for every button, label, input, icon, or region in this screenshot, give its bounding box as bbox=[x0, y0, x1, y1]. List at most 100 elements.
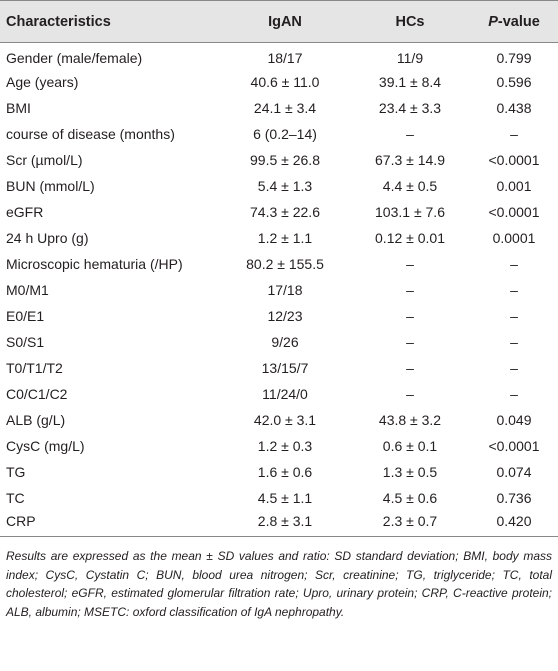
table-row: Age (years) 40.6 ± 11.0 39.1 ± 8.4 0.596 bbox=[0, 69, 558, 95]
table-cell: – bbox=[406, 125, 414, 142]
table-cell: – bbox=[406, 359, 414, 376]
header-text: IgAN bbox=[268, 13, 302, 30]
table-cell: 2.3 ± 0.7 bbox=[382, 512, 438, 529]
table-row: BUN (mmol/L) 5.4 ± 1.3 4.4 ± 0.5 0.001 bbox=[0, 173, 558, 199]
table-cell: – bbox=[406, 307, 414, 324]
table-cell: – bbox=[510, 307, 518, 324]
table-cell: 0.420 bbox=[496, 512, 532, 529]
table-cell: 24.1 ± 3.4 bbox=[253, 99, 317, 116]
header-cell: Characteristics bbox=[0, 1, 220, 43]
table-cell: Microscopic hematuria (/HP) bbox=[6, 255, 183, 272]
table-body: Gender (male/female) 18/17 11/9 0.799 Age (y… bbox=[0, 43, 558, 537]
table-cell: <0.0001 bbox=[488, 203, 540, 220]
table-cell: Age (years) bbox=[6, 73, 79, 90]
table-cell: M0/M1 bbox=[6, 281, 49, 298]
table-cell: 0.049 bbox=[496, 411, 532, 428]
table-cell: 6 (0.2–14) bbox=[253, 125, 317, 142]
header-cell: HCs bbox=[350, 1, 470, 43]
table-cell: 4.5 ± 1.1 bbox=[257, 489, 313, 506]
table-row: eGFR 74.3 ± 22.6 103.1 ± 7.6 <0.0001 bbox=[0, 199, 558, 225]
table-cell: 0.001 bbox=[496, 177, 532, 194]
table-row: Microscopic hematuria (/HP) 80.2 ± 155.5 –… bbox=[0, 251, 558, 277]
table-cell: 0.0001 bbox=[492, 229, 536, 246]
header-row: Characteristics IgAN HCs P-value bbox=[0, 0, 558, 43]
table-cell: – bbox=[510, 359, 518, 376]
table-cell: 0.736 bbox=[496, 489, 532, 506]
table-cell: 9/26 bbox=[271, 333, 299, 350]
table-cell: 0.596 bbox=[496, 73, 532, 90]
header-text: P-value bbox=[488, 13, 540, 30]
table-cell: C0/C1/C2 bbox=[6, 385, 68, 402]
table-row: Scr (µmol/L) 99.5 ± 26.8 67.3 ± 14.9 <0.000… bbox=[0, 147, 558, 173]
table-cell: 39.1 ± 8.4 bbox=[378, 73, 442, 90]
table-row: M0/M1 17/18 – – bbox=[0, 277, 558, 303]
table-cell: 18/17 bbox=[267, 50, 303, 67]
table-cell: 11/24/0 bbox=[262, 385, 308, 402]
table-row: Gender (male/female) 18/17 11/9 0.799 bbox=[0, 43, 558, 69]
header-cell: P-value bbox=[470, 1, 558, 43]
table-cell: 0.12 ± 0.01 bbox=[375, 229, 445, 246]
table-row: TG 1.6 ± 0.6 1.3 ± 0.5 0.074 bbox=[0, 459, 558, 485]
table-cell: TC bbox=[6, 489, 25, 506]
table-cell: CRP bbox=[6, 512, 36, 529]
table-cell: – bbox=[406, 281, 414, 298]
table-cell: – bbox=[510, 333, 518, 350]
table-cell: – bbox=[510, 255, 518, 272]
table-cell: ALB (g/L) bbox=[6, 411, 66, 428]
table-cell: 0.074 bbox=[496, 463, 532, 480]
table-cell: 23.4 ± 3.3 bbox=[378, 99, 442, 116]
table-row: BMI 24.1 ± 3.4 23.4 ± 3.3 0.438 bbox=[0, 95, 558, 121]
table-row: C0/C1/C2 11/24/0 – – bbox=[0, 381, 558, 407]
table-cell: 4.5 ± 0.6 bbox=[382, 489, 438, 506]
header-text: Characteristics bbox=[6, 13, 111, 30]
table-row: E0/E1 12/23 – – bbox=[0, 303, 558, 329]
table-cell: 5.4 ± 1.3 bbox=[257, 177, 313, 194]
table-cell: 0.6 ± 0.1 bbox=[382, 437, 438, 454]
table-cell: – bbox=[510, 125, 518, 142]
table-cell: Scr (µmol/L) bbox=[6, 151, 83, 168]
table-row: CysC (mg/L) 1.2 ± 0.3 0.6 ± 0.1 <0.0001 bbox=[0, 433, 558, 459]
table-cell: TG bbox=[6, 463, 26, 480]
table-cell: BUN (mmol/L) bbox=[6, 177, 95, 194]
table-cell: 99.5 ± 26.8 bbox=[250, 151, 320, 168]
table-cell: E0/E1 bbox=[6, 307, 45, 324]
table-cell: 43.8 ± 3.2 bbox=[378, 411, 442, 428]
table-cell: – bbox=[406, 333, 414, 350]
table-cell: 42.0 ± 3.1 bbox=[253, 411, 317, 428]
table-cell: – bbox=[510, 281, 518, 298]
table-cell: 103.1 ± 7.6 bbox=[375, 203, 445, 220]
table-cell: 12/23 bbox=[267, 307, 303, 324]
table-cell: 1.2 ± 0.3 bbox=[257, 437, 313, 454]
table-cell: 1.6 ± 0.6 bbox=[257, 463, 313, 480]
table-row: 24 h Upro (g) 1.2 ± 1.1 0.12 ± 0.01 0.0001 bbox=[0, 225, 558, 251]
table-row: S0/S1 9/26 – – bbox=[0, 329, 558, 355]
table-cell: CysC (mg/L) bbox=[6, 437, 85, 454]
table-cell: course of disease (months) bbox=[6, 125, 175, 142]
data-table: Characteristics IgAN HCs P-value Gender (ma… bbox=[0, 0, 558, 537]
header-cell: IgAN bbox=[220, 1, 350, 43]
table-cell: 24 h Upro (g) bbox=[6, 229, 89, 246]
table-cell: 13/15/7 bbox=[261, 359, 309, 376]
table-cell: S0/S1 bbox=[6, 333, 45, 350]
table-cell: Gender (male/female) bbox=[6, 50, 143, 67]
table-cell: T0/T1/T2 bbox=[6, 359, 63, 376]
table-cell: 80.2 ± 155.5 bbox=[246, 255, 324, 272]
table-cell: 0.799 bbox=[496, 50, 532, 67]
table-cell: – bbox=[406, 255, 414, 272]
footnote: Results are expressed as the mean ± SD v… bbox=[6, 549, 552, 619]
table-row: CRP 2.8 ± 3.1 2.3 ± 0.7 0.420 bbox=[0, 511, 558, 537]
table-cell: – bbox=[406, 385, 414, 402]
table-row: TC 4.5 ± 1.1 4.5 ± 0.6 0.736 bbox=[0, 485, 558, 511]
table-cell: BMI bbox=[6, 99, 31, 116]
table-cell: 0.438 bbox=[496, 99, 532, 116]
table-row: course of disease (months) 6 (0.2–14) – – bbox=[0, 121, 558, 147]
table-cell: 4.4 ± 0.5 bbox=[382, 177, 438, 194]
table-cell: <0.0001 bbox=[488, 437, 540, 454]
table-row: ALB (g/L) 42.0 ± 3.1 43.8 ± 3.2 0.049 bbox=[0, 407, 558, 433]
table-cell: eGFR bbox=[6, 203, 44, 220]
table-cell: 1.3 ± 0.5 bbox=[382, 463, 438, 480]
table-cell: 67.3 ± 14.9 bbox=[375, 151, 445, 168]
header-text: HCs bbox=[395, 13, 425, 30]
table-row: T0/T1/T2 13/15/7 – – bbox=[0, 355, 558, 381]
